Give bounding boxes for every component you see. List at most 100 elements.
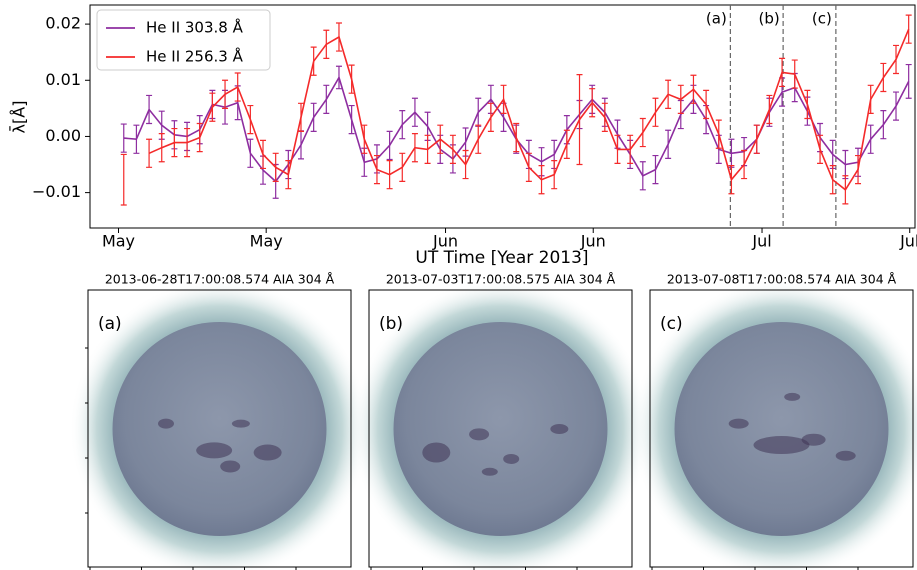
error-bar [905, 63, 912, 99]
error-bar [791, 59, 798, 89]
error-bar [323, 84, 330, 115]
event-label: (c) [812, 10, 832, 28]
error-bar [386, 159, 393, 190]
error-bar [411, 97, 418, 127]
y-axis-label: λ̄[Å] [10, 101, 29, 134]
error-bar [184, 127, 191, 158]
error-bar [272, 152, 279, 182]
image-label: (c) [660, 314, 683, 334]
image-panel: 2013-06-28T17:00:08.574 AIA 304 Å (a) [69, 272, 370, 570]
error-bar [589, 88, 596, 118]
image-label: (a) [98, 314, 122, 334]
sun-disk [393, 322, 608, 536]
error-bar [652, 97, 659, 127]
error-bar [665, 129, 672, 159]
image-title: 2013-07-03T17:00:08.575 AIA 304 Å [386, 272, 616, 287]
error-bar [627, 134, 634, 165]
error-bar [715, 119, 722, 149]
error-bar [665, 79, 672, 109]
error-bar [576, 74, 583, 166]
active-region [728, 418, 749, 429]
active-region [784, 392, 801, 401]
error-bar [361, 124, 368, 154]
error-bar [893, 44, 900, 75]
active-region [835, 450, 856, 461]
error-bar [728, 165, 735, 195]
active-region [801, 433, 826, 446]
sun-disk [674, 322, 889, 536]
error-bar [867, 124, 874, 154]
error-bar [348, 104, 355, 135]
error-bar [538, 165, 545, 195]
error-bar [741, 149, 748, 180]
error-bar [475, 97, 482, 127]
legend-frame [96, 9, 271, 71]
error-bar [475, 124, 482, 154]
error-bar [120, 123, 127, 153]
error-bar [513, 122, 520, 153]
error-bar [411, 133, 418, 163]
error-bar [449, 134, 456, 165]
error-bar [120, 153, 127, 206]
error-bar [551, 159, 558, 190]
error-bar [133, 124, 140, 154]
error-bar [829, 165, 836, 195]
image-title: 2013-06-28T17:00:08.574 AIA 304 Å [105, 272, 335, 287]
y-tick-label: 0.01 [45, 70, 81, 89]
error-bar [310, 102, 317, 132]
error-bar [817, 134, 824, 165]
error-bar [614, 134, 621, 165]
y-tick-label: −0.01 [32, 182, 81, 201]
error-bar [867, 84, 874, 115]
error-bar [437, 124, 444, 154]
x-tick-label: Jul [899, 232, 917, 251]
error-bar [500, 84, 507, 115]
image-panels: 2013-06-28T17:00:08.574 AIA 304 Å(a)2013… [69, 272, 917, 570]
active-region [469, 428, 490, 441]
error-bar [462, 149, 469, 180]
error-bar [310, 46, 317, 76]
active-region [503, 453, 520, 464]
image-panel: 2013-07-08T17:00:08.574 AIA 304 Å (c) [631, 272, 917, 570]
x-tick-label: Jul [751, 232, 771, 251]
error-bar [335, 65, 342, 90]
error-bar [842, 175, 849, 205]
y-tick-label: 0.00 [45, 126, 81, 145]
active-region [196, 442, 233, 459]
error-bar [146, 94, 153, 125]
error-bar [525, 152, 532, 182]
x-tick-label: May [102, 232, 135, 251]
x-tick-label: Jun [580, 232, 606, 251]
event-label: (a) [706, 10, 727, 28]
error-bar [766, 94, 773, 125]
error-bar [297, 102, 304, 132]
plot-frame [89, 4, 916, 229]
error-bar [171, 127, 178, 158]
error-bar [373, 154, 380, 185]
error-bar [158, 133, 165, 163]
image-border [649, 289, 914, 568]
error-bar [804, 89, 811, 120]
error-bar [829, 139, 836, 170]
error-bar [234, 72, 241, 102]
error-bar [209, 92, 216, 122]
image-panel: 2013-07-03T17:00:08.575 AIA 304 Å (b) [350, 272, 651, 570]
error-bar [297, 130, 304, 160]
error-bar [247, 104, 254, 135]
legend-label: He II 303.8 Å [146, 18, 244, 37]
error-bar [323, 29, 330, 59]
legend-label: He II 256.3 Å [146, 47, 244, 66]
image-label: (b) [379, 314, 403, 334]
error-bar [399, 152, 406, 182]
sun-disk [112, 322, 327, 536]
error-bar [487, 102, 494, 132]
error-bar [880, 110, 887, 140]
error-bar [424, 134, 431, 165]
error-bar [196, 122, 203, 153]
x-tick-label: Jun [432, 232, 458, 251]
x-axis-label: UT Time [Year 2013] [415, 248, 588, 268]
error-bar [652, 154, 659, 185]
error-bar [563, 129, 570, 159]
active-region [220, 460, 241, 473]
